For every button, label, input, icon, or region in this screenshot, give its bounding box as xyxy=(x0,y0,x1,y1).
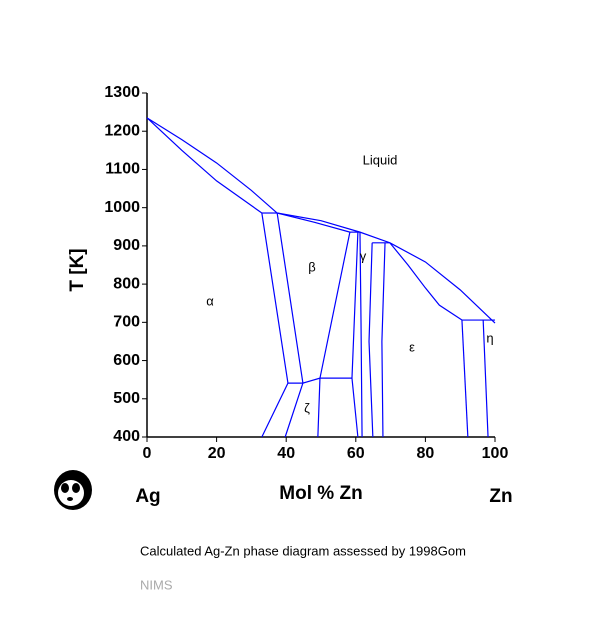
region-label: ε xyxy=(409,339,415,354)
x-axis-label: Mol % Zn xyxy=(279,483,362,504)
y-tick-label: 1000 xyxy=(104,199,140,216)
phase-boundary xyxy=(146,117,496,324)
y-tick-label: 1300 xyxy=(104,84,140,101)
x-tick-label: 100 xyxy=(482,445,509,462)
y-tick-label: 1100 xyxy=(105,161,140,178)
phase-boundary xyxy=(368,242,374,438)
region-label: α xyxy=(206,293,214,308)
phase-boundary xyxy=(146,117,263,214)
phase-boundary xyxy=(317,232,351,438)
y-tick-label: 700 xyxy=(113,314,140,331)
left-label: Ag xyxy=(135,486,160,507)
region-label: ζ xyxy=(304,400,310,415)
x-tick-label: 40 xyxy=(277,445,295,462)
phase-boundary xyxy=(482,320,489,438)
x-tick-label: 0 xyxy=(143,445,152,462)
y-tick-label: 1200 xyxy=(104,122,140,139)
phase-boundary xyxy=(277,212,351,233)
phase-boundary xyxy=(461,320,469,438)
region-label: γ xyxy=(360,248,367,263)
phase-boundary xyxy=(261,212,289,438)
y-tick-label: 800 xyxy=(113,275,140,292)
region-label: η xyxy=(486,330,493,345)
right-label: Zn xyxy=(489,486,512,507)
phase-boundary xyxy=(351,232,359,438)
phase-boundary xyxy=(359,232,363,438)
y-tick-label: 400 xyxy=(113,428,140,445)
phase-boundary xyxy=(389,242,463,321)
caption: Calculated Ag-Zn phase diagram assessed … xyxy=(140,543,466,558)
panda-logo xyxy=(54,470,92,510)
y-tick-label: 600 xyxy=(113,352,140,369)
y-tick-label: 900 xyxy=(113,237,140,254)
y-axis-label: T [K] xyxy=(67,248,88,291)
x-tick-label: 60 xyxy=(347,445,365,462)
region-label: β xyxy=(308,259,315,274)
x-tick-label: 20 xyxy=(208,445,226,462)
region-label: Liquid xyxy=(363,152,398,167)
phase-boundary xyxy=(381,242,386,438)
x-tick-label: 80 xyxy=(417,445,435,462)
phase-boundary xyxy=(287,377,352,384)
phase-boundary xyxy=(276,212,304,438)
footer: NIMS xyxy=(140,577,173,592)
y-tick-label: 500 xyxy=(113,390,140,407)
